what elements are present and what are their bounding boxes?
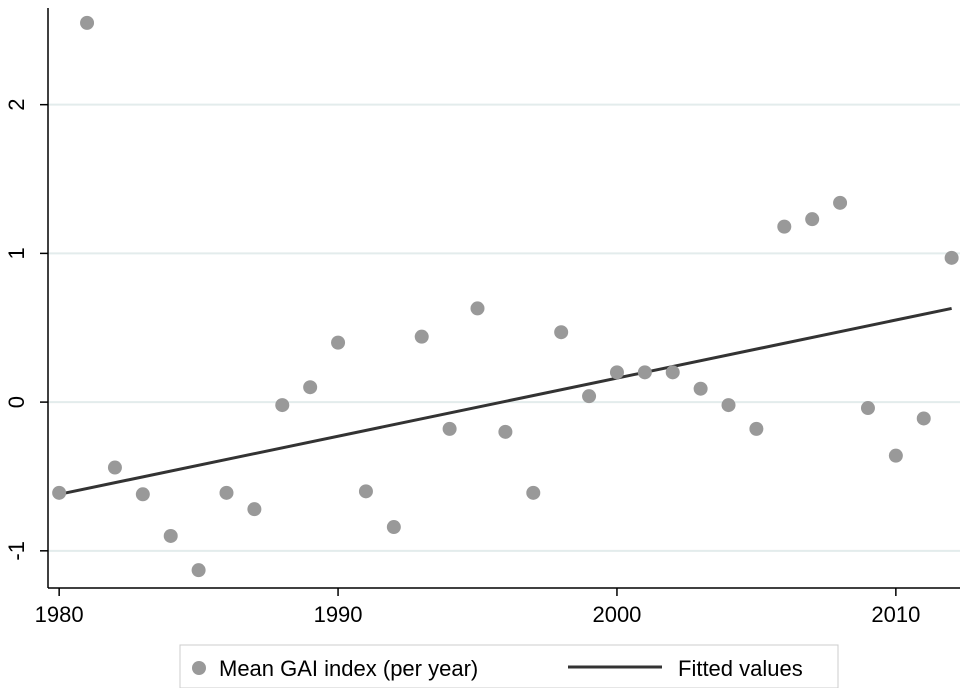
data-point-2010 (888, 448, 903, 463)
data-point-2000 (609, 365, 624, 380)
data-point-1990 (331, 335, 346, 350)
data-point-1980 (52, 485, 67, 500)
data-point-1993 (414, 329, 429, 344)
data-point-1984 (163, 528, 178, 543)
data-point-2012 (944, 250, 959, 265)
data-point-1995 (470, 301, 485, 316)
y-ticks: -1 0 1 2 (4, 99, 48, 561)
data-point-2005 (749, 421, 764, 436)
data-point-1982 (107, 460, 122, 475)
y-tick-label-3: 2 (4, 99, 29, 111)
data-point-1996 (498, 424, 513, 439)
axes (47, 8, 960, 589)
data-point-2003 (693, 381, 708, 396)
data-point-1981 (80, 15, 95, 30)
data-point-1994 (442, 421, 457, 436)
data-point-2006 (777, 219, 792, 234)
legend-label-mean-gai: Mean GAI index (per year) (219, 656, 478, 681)
data-point-1999 (582, 389, 597, 404)
data-point-2001 (637, 365, 652, 380)
legend-label-fitted-values: Fitted values (678, 656, 803, 681)
data-point-1997 (526, 485, 541, 500)
legend-frame (179, 644, 839, 688)
data-point-1989 (303, 380, 318, 395)
legend-marker-mean-gai (192, 661, 206, 675)
data-point-1983 (135, 487, 150, 502)
x-ticks: 1980 1990 2000 2010 (35, 588, 920, 627)
x-tick-label-0: 1980 (35, 602, 84, 627)
legend: Mean GAI index (per year) Fitted values (179, 644, 839, 688)
fitted-values-series (58, 306, 952, 496)
data-point-1998 (554, 325, 569, 340)
x-tick-label-2: 2000 (592, 602, 641, 627)
data-point-2004 (721, 398, 736, 413)
data-point-1987 (247, 502, 262, 517)
y-tick-label-0: -1 (4, 541, 29, 561)
data-point-2007 (805, 212, 820, 227)
data-point-1988 (275, 398, 290, 413)
data-point-2008 (833, 195, 848, 210)
grid-lines (48, 103, 960, 552)
data-point-1991 (358, 484, 373, 499)
data-point-1985 (191, 563, 206, 578)
data-point-1992 (386, 520, 401, 535)
data-point-2011 (916, 411, 931, 426)
y-tick-label-2: 1 (4, 247, 29, 259)
x-tick-label-3: 2010 (871, 602, 920, 627)
y-tick-label-1: 0 (4, 396, 29, 408)
x-tick-label-1: 1990 (314, 602, 363, 627)
mean-gai-series (52, 15, 959, 578)
data-point-2009 (860, 401, 875, 416)
data-point-2002 (665, 365, 680, 380)
fitted-values-line (58, 306, 952, 496)
data-point-1986 (219, 485, 234, 500)
